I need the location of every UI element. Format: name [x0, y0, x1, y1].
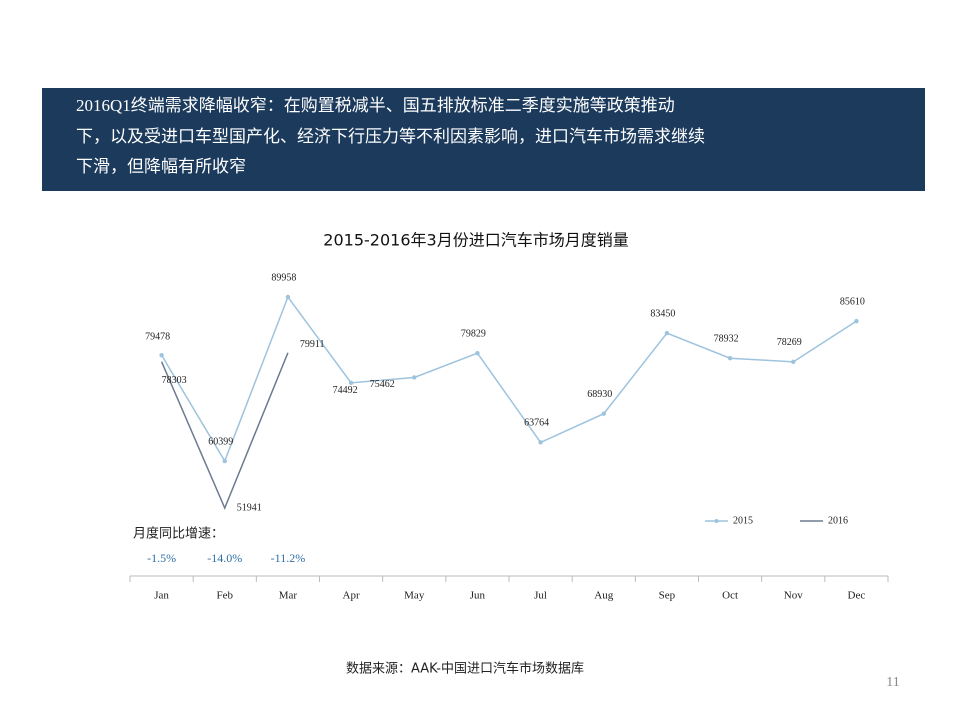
data-label: 79829 [461, 329, 486, 340]
growth-value: -11.2% [271, 551, 306, 565]
data-label: 78303 [162, 375, 187, 386]
data-label: 79478 [145, 331, 170, 342]
data-label: 85610 [840, 296, 865, 307]
x-tick-label: Oct [722, 590, 738, 602]
x-tick-label: Jul [534, 590, 547, 602]
x-tick-label: Dec [848, 590, 866, 602]
x-tick-label: Apr [343, 590, 360, 602]
point [727, 355, 733, 361]
series-line [160, 295, 857, 463]
growth-label: 月度同比增速： [133, 526, 224, 542]
x-tick-label: Aug [594, 590, 613, 602]
point [538, 440, 543, 445]
legend-marker [714, 519, 719, 523]
x-tick-label: Jan [154, 590, 169, 602]
x-tick-label: Mar [279, 590, 298, 602]
data-label: 63764 [524, 418, 549, 429]
legend-label: 2016 [828, 515, 848, 526]
series-line [160, 352, 289, 510]
header-box [42, 88, 925, 191]
point [159, 352, 164, 358]
header-line: 下，以及受进口车型国产化、经济下行压力等不利因素影响，进口汽车市场需求继续 [76, 127, 705, 146]
point [285, 294, 291, 300]
chart-title: 2015-2016年3月份进口汽车市场月度销量 [323, 231, 628, 250]
x-tick-label: Feb [217, 590, 234, 602]
data-label: 78932 [714, 333, 739, 344]
source: 数据来源：AAK-中国进口汽车市场数据库 [346, 661, 584, 677]
x-tick-label: May [404, 590, 425, 602]
header-line: 2016Q1终端需求降幅收窄：在购置税减半、国五排放标准二季度实施等政策推动 [76, 96, 675, 115]
point [791, 359, 796, 365]
data-label: 89958 [271, 272, 296, 283]
data-label: 74492 [333, 385, 358, 396]
data-label: 79911 [300, 339, 325, 350]
point [854, 318, 859, 324]
data-label: 75462 [370, 379, 395, 390]
x-tick-label: Jun [470, 590, 486, 602]
data-label: 60399 [208, 436, 233, 447]
x-tick-label: Nov [784, 590, 803, 602]
data-label: 68930 [587, 389, 612, 400]
header-line: 下滑，但降幅有所收窄 [76, 157, 246, 176]
growth-value: -1.5% [147, 551, 176, 565]
data-label: 51941 [237, 502, 262, 513]
point [664, 330, 670, 336]
data-label: 78269 [777, 337, 802, 348]
growth-value: -14.0% [207, 551, 242, 565]
point [412, 375, 417, 380]
point [475, 351, 480, 356]
legend-label: 2015 [733, 515, 753, 526]
data-label: 83450 [650, 308, 675, 319]
page-number: 11 [886, 675, 899, 690]
point [601, 411, 606, 416]
x-tick-label: Sep [659, 590, 676, 602]
point [348, 380, 354, 386]
point [222, 458, 227, 464]
